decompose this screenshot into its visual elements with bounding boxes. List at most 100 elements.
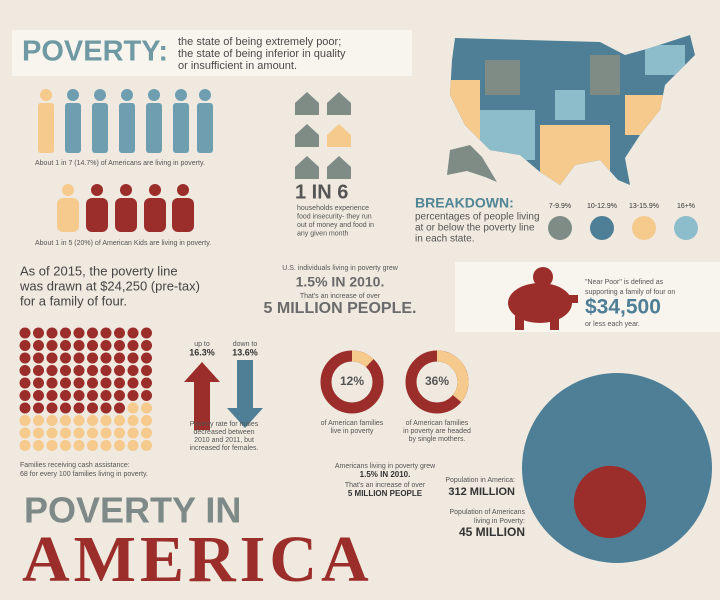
assistance-dot xyxy=(73,340,85,351)
poverty-line-text: As of 2015, the poverty line xyxy=(20,263,178,278)
assistance-dot xyxy=(100,440,112,451)
males-line: Poverty rate for males xyxy=(190,421,259,428)
assistance-dot xyxy=(19,340,31,351)
assistance-dot xyxy=(60,415,71,426)
legend-label: 16+% xyxy=(677,203,695,210)
assistance-dot xyxy=(87,377,98,389)
assistance-dot xyxy=(46,427,58,439)
assistance-dot xyxy=(141,390,152,401)
assistance-dot xyxy=(60,377,71,389)
definition-banner xyxy=(12,30,412,76)
assistance-dot xyxy=(127,402,139,414)
near-poor-banner xyxy=(455,262,720,332)
assistance-dot xyxy=(46,327,58,339)
food-big: 1 IN 6 xyxy=(295,181,348,203)
near-poor-amount: $34,500 xyxy=(585,296,661,319)
legend-label: 10-12.9% xyxy=(587,203,617,210)
assistance-dot xyxy=(87,340,98,351)
males-line: increased for females. xyxy=(190,445,259,452)
legend-swatch xyxy=(674,216,698,240)
assistance-dot xyxy=(127,365,139,376)
up-value: 16.3% xyxy=(189,347,215,357)
assistance-dot xyxy=(33,365,44,376)
adults-caption: About 1 in 7 (14.7%) of Americans are li… xyxy=(35,160,205,167)
growth2-big2: 5 MILLION PEOPLE xyxy=(348,489,423,498)
assistance-dot xyxy=(100,390,112,401)
assistance-dot xyxy=(100,377,112,389)
up-pre: up to xyxy=(194,341,210,348)
assistance-dot xyxy=(60,390,71,401)
assistance-dot xyxy=(87,415,98,426)
poverty-line-text: for a family of four. xyxy=(20,293,127,308)
assistance-dot xyxy=(19,365,31,376)
breakdown-line: at or below the poverty line xyxy=(415,223,535,234)
assistance-dot xyxy=(46,365,58,376)
assistance-dot xyxy=(87,402,98,414)
food-line: food insecurity- they run xyxy=(297,213,372,220)
assistance-dot xyxy=(127,390,139,401)
assistance-dot xyxy=(87,427,98,439)
assistance-dot xyxy=(19,440,31,451)
growth-mid: That's an increase of over xyxy=(300,293,381,300)
us-map xyxy=(447,35,695,185)
assistance-dot xyxy=(127,340,139,351)
assistance-dot xyxy=(46,340,58,351)
assistance-dot xyxy=(127,440,139,451)
house-icons xyxy=(295,92,351,179)
assistance-dot xyxy=(114,440,125,451)
assistance-dot xyxy=(100,427,112,439)
assistance-dot xyxy=(33,427,44,439)
assistance-dot xyxy=(100,352,112,364)
assistance-dot xyxy=(73,402,85,414)
males-line: 2010 and 2011, but xyxy=(194,437,254,444)
assistance-dot xyxy=(33,377,44,389)
assistance-dot xyxy=(114,352,125,364)
assistance-dot xyxy=(100,340,112,351)
assistance-dot xyxy=(100,365,112,376)
growth-big2: 5 MILLION PEOPLE. xyxy=(264,300,417,317)
assistance-dot xyxy=(100,415,112,426)
near-poor-line: supporting a family of four on xyxy=(585,289,675,296)
assistance-dot xyxy=(73,365,85,376)
assistance-dot xyxy=(19,390,31,401)
population-line: Population of Americans xyxy=(450,509,526,516)
assistance-dot xyxy=(33,402,44,414)
assistance-dot xyxy=(73,390,85,401)
assistance-dot xyxy=(141,402,152,414)
population-circle xyxy=(573,465,647,539)
assistance-dot xyxy=(141,365,152,376)
donut-caption: of American families xyxy=(321,420,384,427)
assistance-dot xyxy=(19,377,31,389)
assistance-dot xyxy=(46,415,58,426)
assistance-dot xyxy=(60,440,71,451)
assistance-dot xyxy=(114,415,125,426)
assistance-dot xyxy=(73,352,85,364)
assistance-dot xyxy=(73,440,85,451)
assistance-dot xyxy=(114,327,125,339)
assistance-dot xyxy=(33,415,44,426)
definition-line: or insufficient in amount. xyxy=(178,60,297,72)
food-line: out of money and food in xyxy=(297,222,374,229)
assistance-dot xyxy=(87,440,98,451)
assistance-dot xyxy=(60,327,71,339)
assistance-dot xyxy=(141,377,152,389)
assistance-dot xyxy=(127,415,139,426)
breakdown-line: in each state. xyxy=(415,234,474,245)
piggy-bank xyxy=(508,267,578,330)
assistance-dot xyxy=(127,327,139,339)
assistance-line: 68 for every 100 families living in pove… xyxy=(20,471,148,478)
assistance-dot xyxy=(73,327,85,339)
assistance-dot xyxy=(19,402,31,414)
assistance-dot xyxy=(141,352,152,364)
legend-swatch xyxy=(548,216,572,240)
assistance-dot xyxy=(46,402,58,414)
growth-big1: 1.5% IN 2010. xyxy=(296,274,385,290)
donut-slice xyxy=(351,350,374,368)
assistance-dot xyxy=(60,365,71,376)
assistance-dot xyxy=(60,402,71,414)
assistance-dot xyxy=(114,390,125,401)
definition-line: the state of being extremely poor; xyxy=(178,36,341,48)
assistance-dot xyxy=(127,377,139,389)
assistance-dot xyxy=(87,390,98,401)
donut-caption: in poverty are headed xyxy=(403,428,471,435)
